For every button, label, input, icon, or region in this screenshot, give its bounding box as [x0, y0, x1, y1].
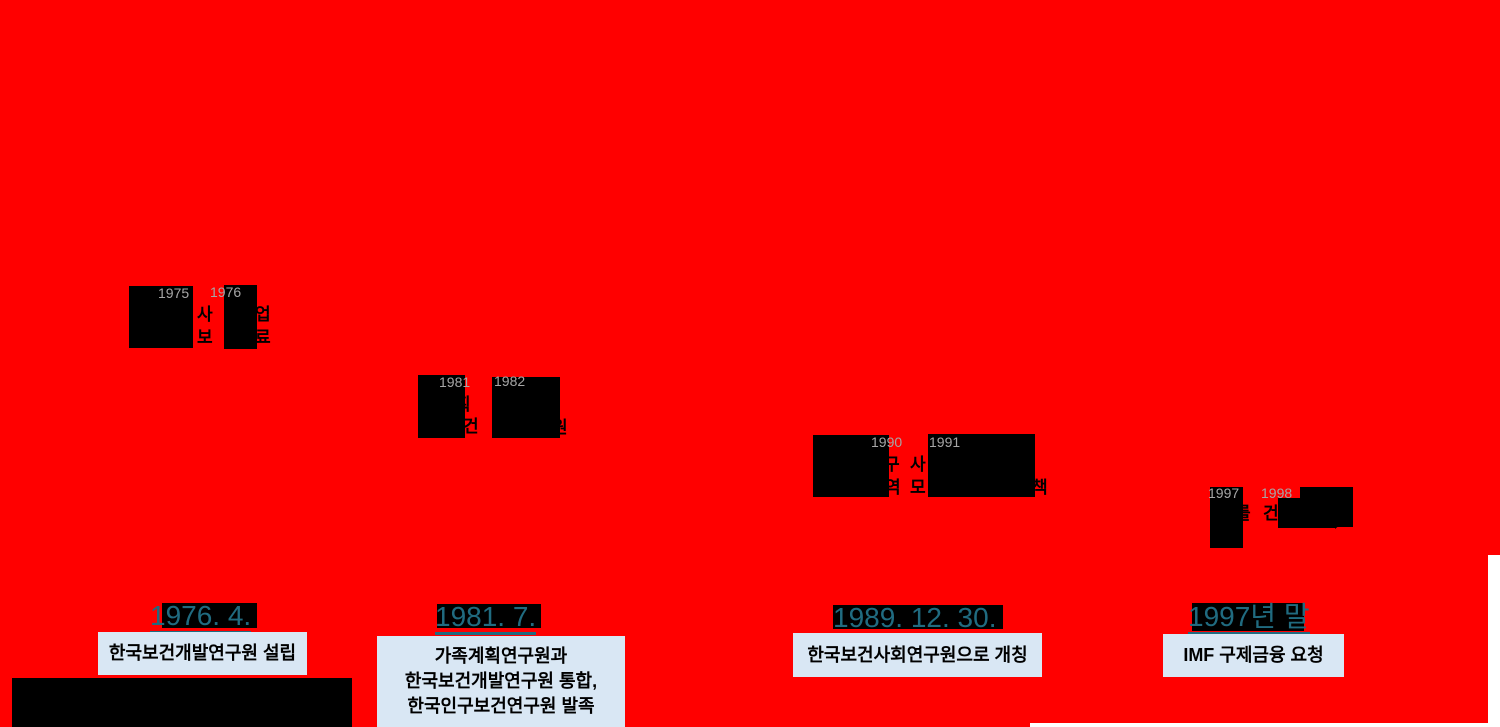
- page-margin-bottom: [1030, 723, 1500, 727]
- caption-fragment: 업: [255, 305, 271, 324]
- milestone-label-1981: 가족계획연구원과 한국보건개발연구원 통합, 한국인구보건연구원 발족: [377, 636, 625, 727]
- year-label-1998: 1998: [1261, 485, 1293, 501]
- caption-fragment: 건: [463, 417, 479, 436]
- caption-fragment: 건: [1263, 504, 1279, 523]
- year-label-1981: 1981: [439, 374, 471, 390]
- image-placeholder-footer: [12, 678, 352, 727]
- year-label-1991: 1991: [929, 434, 961, 450]
- milestone-date-1976: 1976. 4.: [150, 602, 252, 634]
- image-placeholder-1990: [813, 435, 889, 497]
- caption-fragment: 사: [910, 455, 926, 474]
- milestone-date-1981: 1981. 7.: [435, 603, 537, 635]
- year-label-1976: 1976: [210, 284, 242, 300]
- caption-fragment: 책: [1032, 478, 1048, 497]
- year-label-1982: 1982: [494, 373, 526, 389]
- milestone-date-1989: 1989. 12. 30.: [833, 604, 997, 636]
- image-placeholder-1976: [224, 285, 257, 349]
- image-placeholder-1998-b: [1278, 498, 1336, 528]
- label-line: 한국보건개발연구원 설립: [108, 643, 297, 663]
- image-placeholder-1975: [129, 286, 193, 348]
- image-placeholder-1981: [418, 375, 465, 438]
- year-label-1990: 1990: [871, 434, 903, 450]
- milestone-label-1989: 한국보건사회연구원으로 개칭: [793, 633, 1042, 677]
- caption-fragment: 모: [910, 478, 926, 497]
- caption-fragment: 보: [197, 328, 213, 347]
- caption-fragment: 사: [197, 305, 213, 324]
- label-line: 가족계획연구원과: [434, 646, 568, 666]
- image-placeholder-1991: [928, 434, 1035, 497]
- page-margin-right: [1488, 555, 1500, 727]
- date-highlight: [1192, 603, 1304, 631]
- placeholder-arrow-tip-icon: [1335, 502, 1352, 529]
- label-line: 한국인구보건연구원 발족: [407, 696, 595, 716]
- label-line: 한국보건개발연구원 통합,: [404, 671, 598, 691]
- label-line: 한국보건사회연구원으로 개칭: [807, 644, 1028, 665]
- milestone-label-1976: 한국보건개발연구원 설립: [98, 632, 307, 675]
- date-highlight: [437, 604, 541, 628]
- date-highlight: [162, 603, 257, 628]
- milestone-date-1997: 1997년 말: [1188, 603, 1310, 635]
- year-label-1997: 1997: [1208, 485, 1240, 501]
- year-label-1975: 1975: [158, 285, 190, 301]
- caption-fragment: 료: [255, 328, 271, 347]
- milestone-label-1997: IMF 구제금융 요청: [1163, 634, 1344, 677]
- date-highlight: [833, 605, 1003, 629]
- image-placeholder-1997: [1210, 487, 1243, 548]
- image-placeholder-1982: [492, 377, 560, 438]
- label-line: IMF 구제금융 요청: [1183, 645, 1324, 665]
